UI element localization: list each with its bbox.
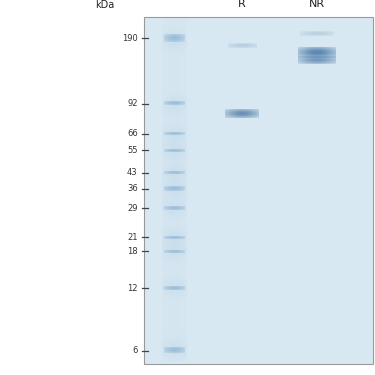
Text: 36: 36 <box>127 184 138 193</box>
Bar <box>144 17 373 364</box>
Text: 92: 92 <box>127 99 138 108</box>
Text: 190: 190 <box>122 33 138 42</box>
Text: 29: 29 <box>127 204 138 213</box>
Text: 21: 21 <box>127 233 138 242</box>
Text: 18: 18 <box>127 247 138 256</box>
Text: 66: 66 <box>127 129 138 138</box>
Text: R: R <box>238 0 246 9</box>
Text: kDa: kDa <box>95 0 114 10</box>
Text: 12: 12 <box>127 284 138 292</box>
Text: 43: 43 <box>127 168 138 177</box>
Text: 6: 6 <box>132 346 138 355</box>
Text: 55: 55 <box>127 146 138 155</box>
Text: NR: NR <box>309 0 325 9</box>
